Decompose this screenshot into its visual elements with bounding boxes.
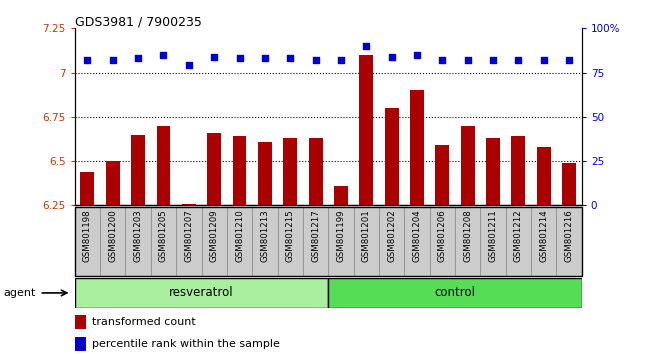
Text: GSM801216: GSM801216 (565, 209, 573, 262)
Bar (258, 142, 272, 205)
Point (412, 52, 423, 58)
Text: GSM801210: GSM801210 (235, 209, 244, 262)
Bar (562, 163, 576, 205)
Text: transformed count: transformed count (92, 317, 196, 327)
Text: GDS3981 / 7900235: GDS3981 / 7900235 (75, 16, 202, 29)
Bar (537, 147, 551, 205)
Bar (436, 145, 449, 205)
Text: control: control (434, 286, 476, 299)
Point (437, 57, 448, 63)
Bar (404, 207, 430, 276)
Bar (182, 204, 196, 205)
Bar (461, 126, 474, 205)
Bar (328, 207, 354, 276)
Bar (512, 136, 525, 205)
Text: GSM801212: GSM801212 (514, 209, 523, 262)
Bar (531, 207, 556, 276)
Text: GSM801200: GSM801200 (109, 209, 117, 262)
Bar (556, 207, 582, 276)
Text: GSM801199: GSM801199 (337, 209, 345, 262)
Text: GSM801201: GSM801201 (362, 209, 370, 262)
Bar (506, 207, 531, 276)
Text: GSM801205: GSM801205 (159, 209, 168, 262)
Text: GSM801203: GSM801203 (134, 209, 142, 262)
Bar (75, 207, 100, 276)
Bar (125, 207, 151, 276)
Bar (75, 315, 86, 329)
Text: GSM801208: GSM801208 (463, 209, 472, 262)
Text: percentile rank within the sample: percentile rank within the sample (92, 339, 280, 349)
Bar (430, 207, 455, 276)
Point (335, 57, 346, 63)
Point (133, 56, 143, 61)
Bar (309, 138, 322, 205)
Bar (81, 172, 94, 205)
Bar (233, 136, 246, 205)
Bar (75, 278, 328, 308)
Point (311, 57, 321, 63)
Bar (207, 133, 221, 205)
Point (361, 43, 372, 49)
Text: GSM801206: GSM801206 (438, 209, 447, 262)
Bar (354, 207, 379, 276)
Point (463, 57, 473, 63)
Point (488, 57, 499, 63)
Bar (157, 126, 170, 205)
Point (386, 54, 396, 59)
Point (514, 57, 524, 63)
Text: GSM801198: GSM801198 (83, 209, 92, 262)
Text: GSM801214: GSM801214 (540, 209, 548, 262)
Bar (410, 90, 424, 205)
Bar (252, 207, 278, 276)
Point (285, 56, 295, 61)
Point (82, 57, 93, 63)
Text: GSM801207: GSM801207 (185, 209, 193, 262)
Text: agent: agent (3, 288, 36, 298)
Point (564, 57, 575, 63)
Bar (227, 207, 252, 276)
Bar (131, 135, 145, 205)
Bar (176, 207, 202, 276)
Point (159, 52, 169, 58)
Text: GSM801202: GSM801202 (387, 209, 396, 262)
Text: GSM801204: GSM801204 (413, 209, 421, 262)
Bar (455, 207, 480, 276)
Bar (334, 186, 348, 205)
Bar (151, 207, 176, 276)
Bar (278, 207, 303, 276)
Bar (486, 138, 500, 205)
Bar (75, 337, 86, 350)
Point (183, 63, 194, 68)
Bar (379, 207, 404, 276)
Bar (202, 207, 227, 276)
Text: GSM801215: GSM801215 (286, 209, 294, 262)
Point (235, 56, 245, 61)
Point (108, 57, 118, 63)
Text: GSM801217: GSM801217 (311, 209, 320, 262)
Text: GSM801213: GSM801213 (261, 209, 269, 262)
Text: resveratrol: resveratrol (169, 286, 234, 299)
Bar (480, 207, 506, 276)
Point (259, 56, 270, 61)
Point (209, 54, 220, 59)
Bar (303, 207, 328, 276)
Text: GSM801211: GSM801211 (489, 209, 497, 262)
Bar (328, 278, 582, 308)
Text: GSM801209: GSM801209 (210, 209, 218, 262)
Bar (283, 138, 297, 205)
Bar (385, 108, 398, 205)
Bar (359, 55, 373, 205)
Bar (106, 161, 120, 205)
Bar (100, 207, 125, 276)
Point (538, 57, 549, 63)
